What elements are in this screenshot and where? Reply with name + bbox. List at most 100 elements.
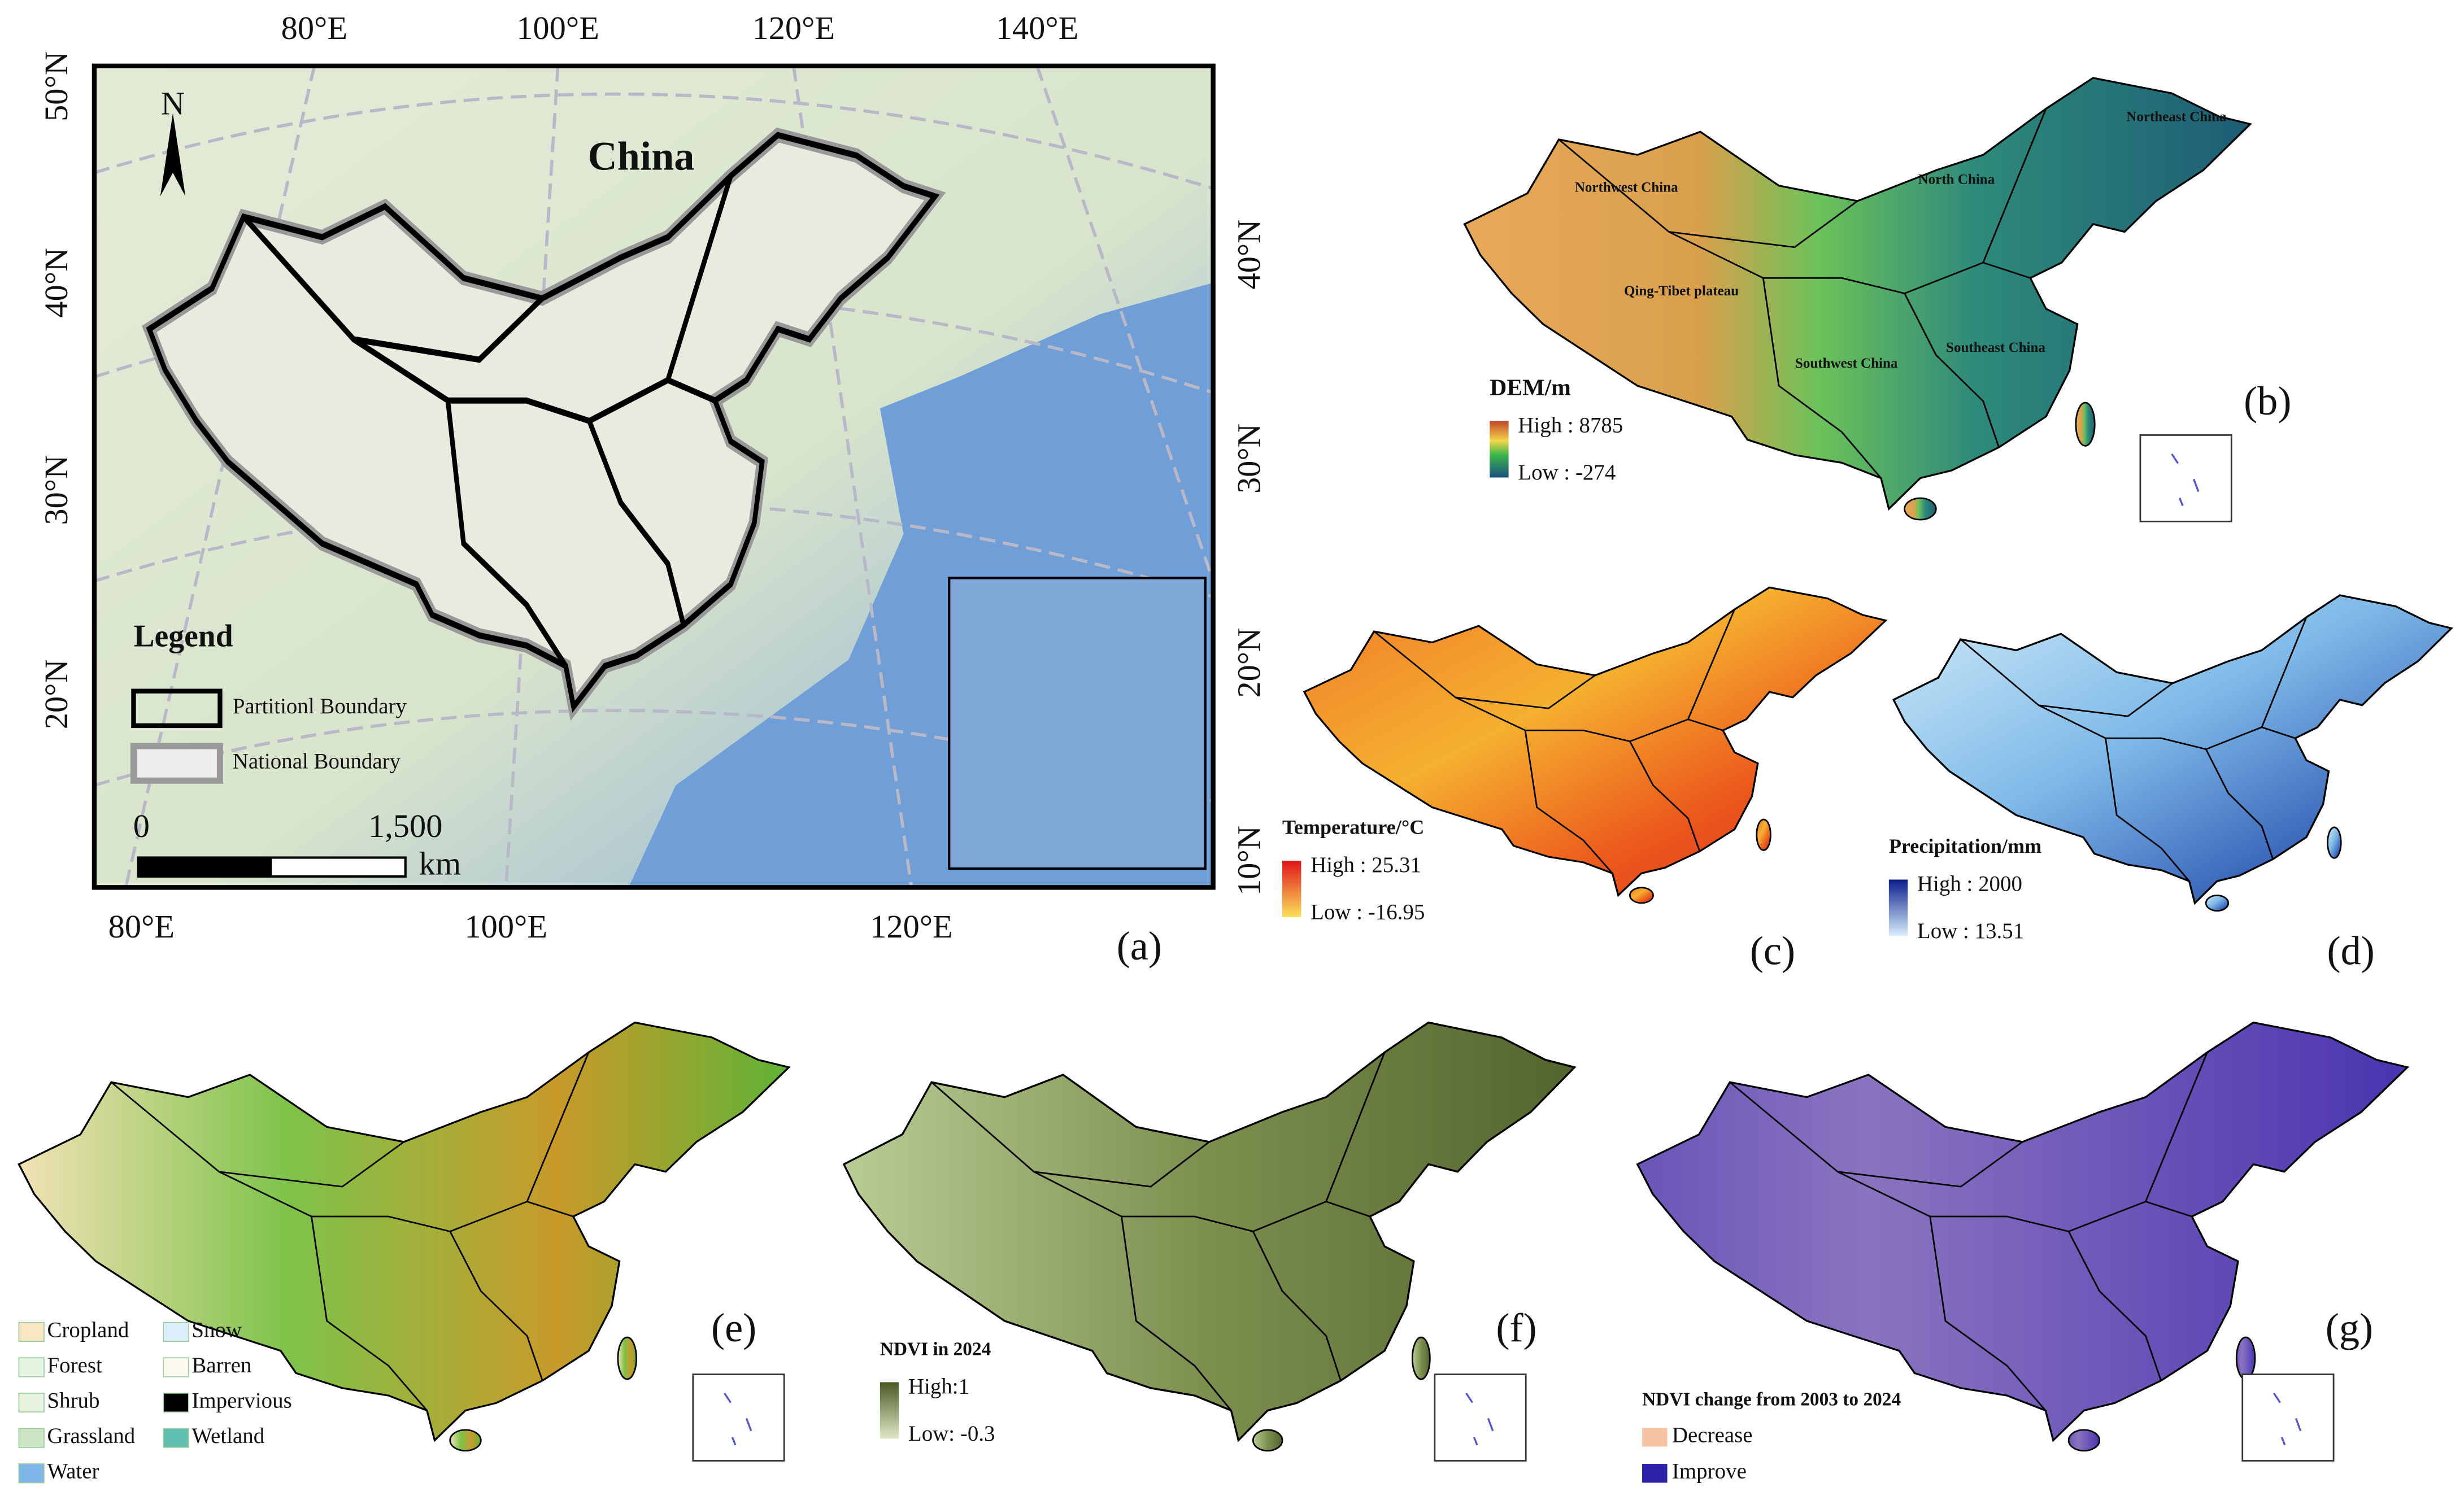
region-label: Northeast China [2126,109,2227,124]
legend-title: Temperature/°C [1282,816,1424,839]
panel-f-map [843,1021,1576,1452]
legend-item: Snow [191,1318,242,1342]
legend-swatch [18,1357,45,1377]
legend-item: Grassland [47,1424,135,1448]
region-label: Northwest China [1575,180,1678,195]
tick-label: 30°N [1231,424,1268,494]
legend-item: Barren [191,1353,251,1377]
taiwan [617,1336,637,1380]
scale-label: 1,500 [368,808,442,844]
color-ramp [1888,879,1908,936]
tick-label: 10°N [1231,826,1268,896]
tick-label: 100°E [516,10,599,46]
taiwan [1756,818,1771,851]
taiwan [2327,826,2342,859]
legend-item: National Boundary [233,749,401,774]
tick-label: 120°E [752,10,835,46]
legend-item: Improve [1672,1459,1747,1484]
legend-item: Cropland [47,1318,129,1342]
inset-islands [1465,1392,1494,1446]
hainan [449,1429,482,1452]
legend-swatch [163,1357,189,1377]
legend-title: Legend [133,619,233,654]
region-label: Qing-Tibet plateau [1624,284,1739,299]
hainan [2205,895,2230,912]
tick-label: 120°E [870,908,953,945]
hainan [1252,1429,1283,1452]
taiwan [1411,1336,1431,1380]
north-arrow [160,113,186,197]
scale-label: 0 [133,808,150,844]
legend-item: Decrease [1672,1423,1753,1447]
frame [92,63,1216,890]
region-label: North China [1918,172,1995,188]
legend-item: Forest [47,1353,102,1377]
inset-box [692,1373,785,1462]
panel-label: (e) [711,1305,756,1350]
panel-label: (f) [1496,1305,1536,1350]
legend-low: Low : -16.95 [1311,900,1425,925]
tick-label: 100°E [464,908,547,945]
panel-b-map [1464,77,2252,521]
panel-e-map [18,1021,790,1452]
tick-label: 80°E [281,10,347,46]
tick-label: 40°N [38,248,75,318]
tick-label: 50°N [38,51,75,121]
china-shape [18,1021,790,1441]
panel-label: (g) [2326,1305,2373,1350]
hainan [1904,497,1937,521]
panel-d-map [1892,594,2453,912]
panel-label: (d) [2327,928,2375,974]
legend-title: DEM/m [1490,374,1571,400]
legend-item: Partitionl Boundary [233,694,407,718]
legend-swatch [130,743,224,784]
legend-high: High : 2000 [1917,872,2022,896]
inset-islands [2273,1392,2302,1446]
inset-islands [2171,453,2200,507]
legend-swatch [1642,1464,1668,1483]
legend-swatch [18,1393,45,1413]
panel-c-map [1303,586,1887,904]
legend-title: NDVI change from 2003 to 2024 [1642,1389,1901,1410]
legend-item: Water [47,1459,99,1484]
tick-label: 40°N [1231,220,1268,290]
legend-item: Impervious [191,1389,291,1413]
ticks: 80°E 100°E 120°E 140°E 50°N 40°N 30°N 20°N 40°N 3… [38,10,1267,945]
inset-box [2241,1373,2335,1462]
region-label: Southeast China [1946,340,2045,355]
color-ramp [880,1382,899,1439]
tick-label: 140°E [996,10,1079,46]
hainan [2067,1429,2100,1452]
legend-item: Shrub [47,1389,99,1413]
region-label: Southwest China [1795,356,1898,371]
taiwan [2235,1336,2256,1380]
taiwan [2075,402,2096,447]
legend-low: Low : -274 [1518,460,1616,485]
tick-label: 80°E [108,908,175,945]
hainan [1629,887,1654,904]
panel-label: (c) [1750,928,1795,974]
legend-item: Wetland [191,1424,264,1448]
legend-swatch [131,688,223,729]
inset-box [1434,1373,1527,1462]
legend-swatch [163,1428,189,1448]
scale-bar-fill [138,857,272,877]
legend-high: High : 8785 [1518,413,1623,437]
legend-title: NDVI in 2024 [880,1338,991,1359]
legend-swatch [18,1322,45,1342]
legend-swatch [1642,1428,1668,1447]
legend-swatch [18,1428,45,1448]
china-shape [1464,77,2252,510]
legend-high: High:1 [908,1374,969,1398]
panel-label: (b) [2244,378,2291,424]
legend-swatch [18,1463,45,1484]
legend-low: Low : 13.51 [1917,919,2024,943]
china-shape [1303,586,1887,896]
panel-label: (a) [1117,923,1162,969]
color-ramp [1490,421,1509,478]
legend-swatch [163,1322,189,1342]
panel-a: N China Legend Partitionl Boundary Natio… [38,10,1267,969]
north-label: N [161,85,185,122]
